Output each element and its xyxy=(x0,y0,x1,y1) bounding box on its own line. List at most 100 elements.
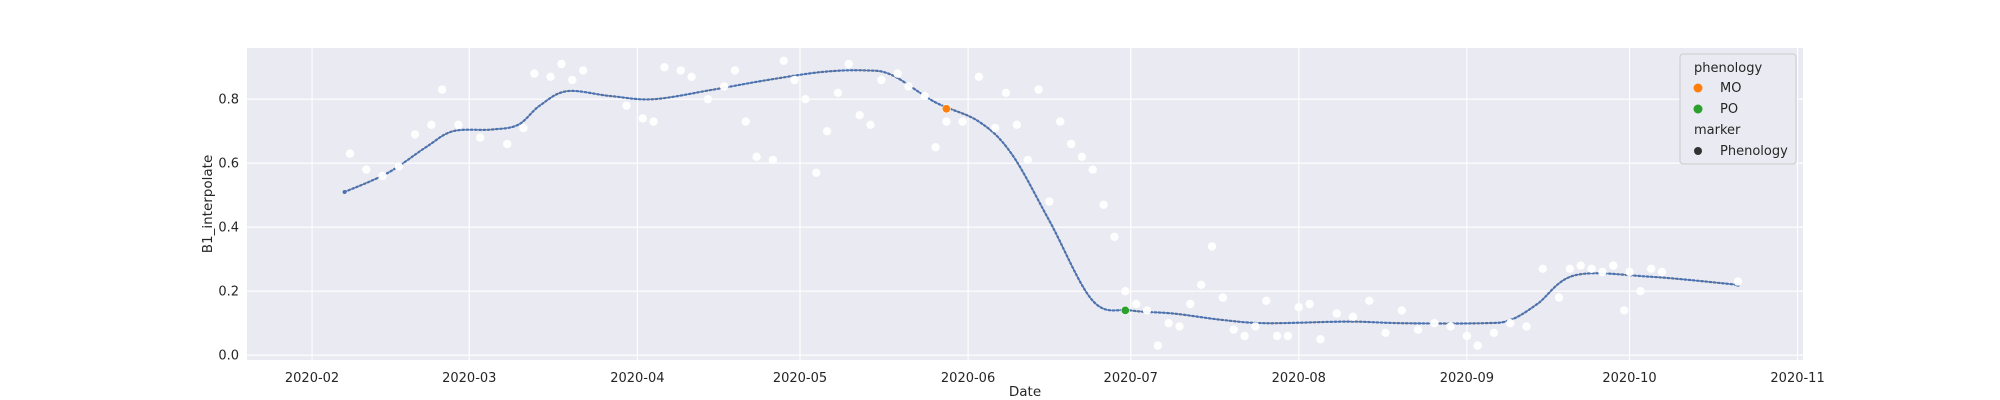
legend-title-marker: marker xyxy=(1694,123,1741,138)
legend-title-phenology: phenology xyxy=(1694,61,1762,76)
observation-point xyxy=(942,117,951,126)
observation-point xyxy=(362,165,371,174)
observation-point xyxy=(904,82,913,91)
observation-point xyxy=(1001,88,1011,98)
observation-point xyxy=(1522,322,1531,331)
observation-point xyxy=(1365,296,1374,305)
observation-point xyxy=(1598,267,1607,277)
observation-point xyxy=(687,72,696,82)
tick-labels: 2020-02 2020-03 2020-04 2020-05 2020-06 2020-… xyxy=(218,93,1824,386)
observation-point xyxy=(519,123,528,133)
legend-mo-marker xyxy=(1693,83,1703,93)
observation-point xyxy=(719,82,729,91)
observation-point xyxy=(752,152,761,161)
y-tick-label: 0.2 xyxy=(218,285,239,300)
observation-point xyxy=(1609,261,1618,270)
observation-point xyxy=(1473,341,1482,350)
observation-point xyxy=(1619,306,1629,315)
observation-point xyxy=(1565,264,1575,273)
y-tick-label: 0.4 xyxy=(218,221,239,236)
observation-point xyxy=(1397,306,1407,315)
observation-point xyxy=(475,133,485,142)
observation-point xyxy=(568,75,577,85)
observation-point xyxy=(1088,165,1097,174)
legend-phenology-label: Phenology xyxy=(1720,144,1788,159)
observation-point xyxy=(1099,200,1108,209)
observation-point xyxy=(1316,335,1325,344)
x-tick-label: 2020-02 xyxy=(285,371,339,386)
x-axis-label: Date xyxy=(1009,384,1041,400)
observation-point xyxy=(779,56,788,65)
observation-point xyxy=(1218,293,1228,302)
x-tick-label: 2020-11 xyxy=(1770,371,1824,386)
x-tick-label: 2020-10 xyxy=(1602,371,1656,386)
observation-point xyxy=(546,72,555,82)
observation-point xyxy=(1056,117,1065,126)
observation-point xyxy=(1413,325,1423,334)
observation-point xyxy=(1207,242,1217,251)
observation-point xyxy=(801,95,810,104)
y-axis-label: B1_interpolate xyxy=(200,155,216,254)
observation-point xyxy=(893,69,902,78)
observation-point xyxy=(1636,287,1645,296)
observation-point xyxy=(427,120,436,129)
x-tick-label: 2020-04 xyxy=(610,371,664,386)
observation-point xyxy=(1229,325,1238,334)
observation-point xyxy=(503,139,512,149)
x-tick-label: 2020-09 xyxy=(1440,371,1494,386)
observation-point xyxy=(1576,261,1585,270)
x-tick-label: 2020-08 xyxy=(1272,371,1326,386)
x-tick-label: 2020-06 xyxy=(941,371,995,386)
observation-point xyxy=(741,117,750,126)
observation-point xyxy=(990,123,1000,133)
observation-point xyxy=(1153,341,1163,350)
observation-point xyxy=(437,85,447,94)
observation-point xyxy=(649,117,658,126)
observation-point xyxy=(974,72,984,82)
phenology-point-mo xyxy=(941,104,951,114)
observation-point xyxy=(1142,306,1152,315)
y-tick-label: 0.8 xyxy=(218,93,239,108)
observation-point xyxy=(730,66,740,75)
observation-point xyxy=(1348,312,1358,321)
x-tick-label: 2020-05 xyxy=(773,371,827,386)
observation-point xyxy=(812,168,821,177)
observation-point xyxy=(1121,287,1130,296)
curve-dots xyxy=(343,69,1739,325)
observation-point xyxy=(557,59,566,69)
observation-point xyxy=(1240,331,1249,341)
legend-box xyxy=(1679,53,1797,165)
observation-point xyxy=(1430,319,1439,328)
legend-phenology-marker xyxy=(1694,147,1702,155)
observation-point xyxy=(833,88,843,98)
observation-point xyxy=(1538,264,1547,273)
observation-point xyxy=(1332,309,1341,318)
observation-point xyxy=(1294,303,1303,312)
observation-point xyxy=(877,75,886,85)
y-tick-label: 0.0 xyxy=(218,349,239,364)
observation-point xyxy=(676,66,685,75)
observation-point xyxy=(1489,328,1499,337)
x-tick-label: 2020-03 xyxy=(442,371,496,386)
observation-point xyxy=(1462,331,1472,341)
observation-point xyxy=(1283,331,1293,341)
observation-point xyxy=(660,62,669,72)
observation-point xyxy=(958,117,967,126)
observation-point xyxy=(1733,277,1743,286)
observation-point xyxy=(1446,322,1455,331)
observation-point xyxy=(1066,139,1076,149)
curve-start-point xyxy=(342,190,347,194)
observation-point xyxy=(790,75,799,85)
observation-point xyxy=(394,162,404,171)
observation-point xyxy=(855,111,864,120)
observation-point xyxy=(1587,264,1596,273)
observation-point xyxy=(1034,85,1043,94)
observation-point xyxy=(1175,322,1184,331)
observation-point xyxy=(454,120,463,129)
observation-point xyxy=(1506,319,1515,328)
observation-point xyxy=(1012,120,1022,129)
observation-point xyxy=(768,155,778,165)
observation-point xyxy=(410,130,420,139)
observation-point xyxy=(1131,299,1141,309)
